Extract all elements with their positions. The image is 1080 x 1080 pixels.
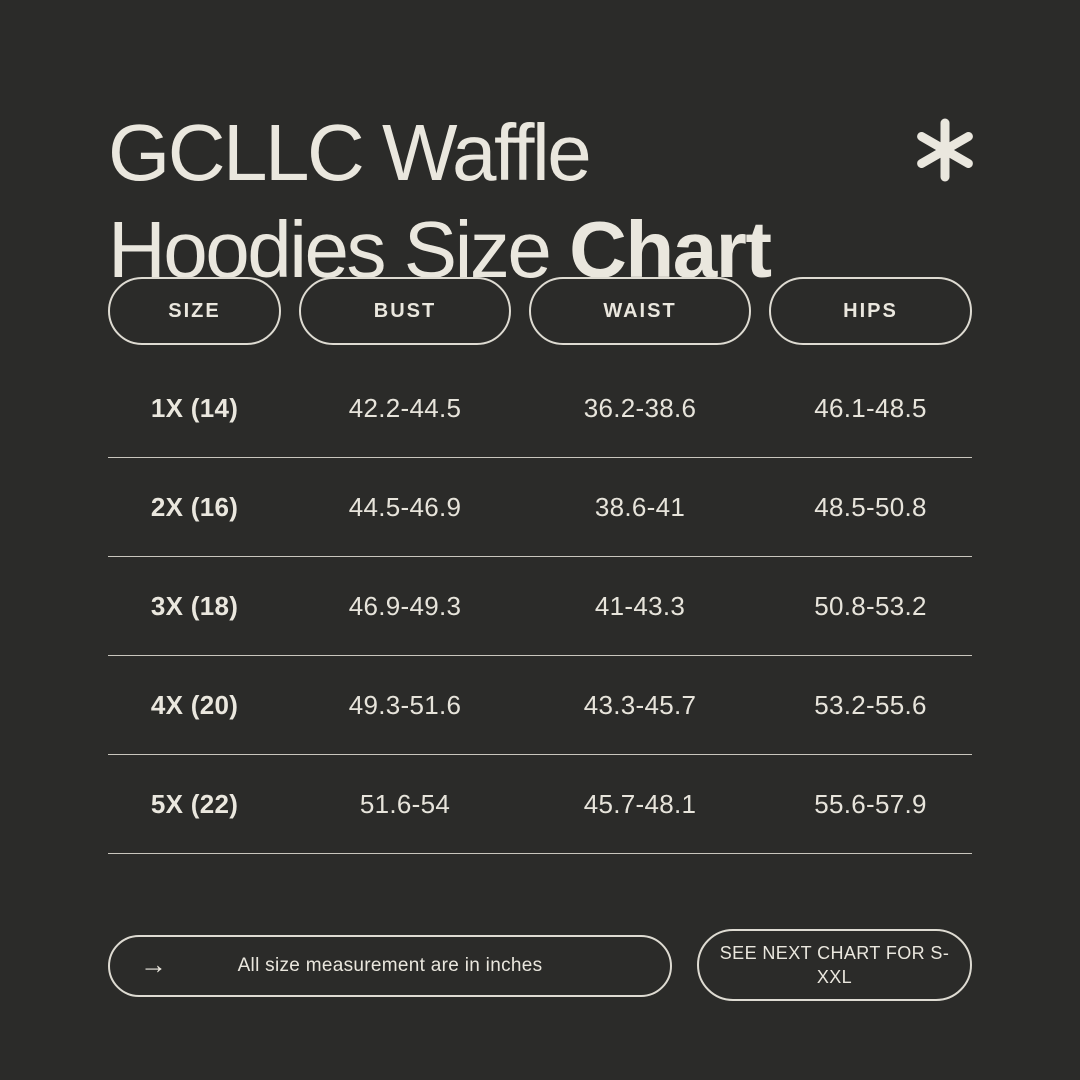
bust-value: 42.2-44.5 bbox=[348, 392, 462, 423]
column-header-size: SIZE bbox=[108, 277, 281, 345]
size-label: 2X (16) bbox=[150, 491, 239, 522]
table-row: 5X (22) 51.6-54 45.7-48.1 55.6-57.9 bbox=[108, 755, 972, 854]
size-label: 5X (22) bbox=[150, 788, 239, 819]
asterisk-icon bbox=[914, 116, 976, 184]
waist-value: 38.6-41 bbox=[594, 491, 686, 522]
size-label: 3X (18) bbox=[150, 590, 239, 621]
next-chart-pill: SEE NEXT CHART FOR S-XXL bbox=[697, 929, 972, 1001]
waist-value: 41-43.3 bbox=[594, 590, 686, 621]
title-line1: GCLLC Waffle bbox=[108, 107, 592, 197]
size-label: 4X (20) bbox=[150, 689, 239, 720]
arrow-right-icon: → bbox=[140, 949, 168, 980]
column-header-waist: WAIST bbox=[529, 277, 751, 345]
measurement-note-text: All size measurement are in inches bbox=[237, 955, 543, 976]
column-header-hips: HIPS bbox=[769, 277, 972, 345]
bust-value: 49.3-51.6 bbox=[348, 689, 462, 720]
table-header-row: SIZE BUST WAIST HIPS bbox=[108, 277, 972, 345]
hips-value: 55.6-57.9 bbox=[814, 788, 927, 819]
table-row: 2X (16) 44.5-46.9 38.6-41 48.5-50.8 bbox=[108, 458, 972, 557]
table-row: 4X (20) 49.3-51.6 43.3-45.7 53.2-55.6 bbox=[108, 656, 972, 755]
bust-value: 44.5-46.9 bbox=[348, 491, 462, 522]
hips-value: 46.1-48.5 bbox=[814, 392, 927, 423]
size-table: 1X (14) 42.2-44.5 36.2-38.6 46.1-48.5 2X… bbox=[108, 359, 972, 854]
hips-value: 53.2-55.6 bbox=[814, 689, 927, 720]
table-row: 1X (14) 42.2-44.5 36.2-38.6 46.1-48.5 bbox=[108, 359, 972, 458]
column-header-bust: BUST bbox=[299, 277, 511, 345]
waist-value: 43.3-45.7 bbox=[583, 689, 697, 720]
hips-value: 50.8-53.2 bbox=[814, 590, 927, 621]
size-label: 1X (14) bbox=[150, 392, 239, 423]
title-line2-bold: Chart bbox=[569, 205, 772, 295]
page-title: GCLLC Waffle Hoodies Size Chart bbox=[108, 104, 772, 299]
hips-value: 48.5-50.8 bbox=[814, 491, 927, 522]
table-row: 3X (18) 46.9-49.3 41-43.3 50.8-53.2 bbox=[108, 557, 972, 656]
bust-value: 46.9-49.3 bbox=[348, 590, 462, 621]
next-chart-text: SEE NEXT CHART FOR S-XXL bbox=[719, 942, 950, 987]
bust-value: 51.6-54 bbox=[359, 788, 451, 819]
measurement-note-pill: → All size measurement are in inches bbox=[108, 935, 672, 997]
waist-value: 45.7-48.1 bbox=[583, 788, 697, 819]
waist-value: 36.2-38.6 bbox=[583, 392, 697, 423]
